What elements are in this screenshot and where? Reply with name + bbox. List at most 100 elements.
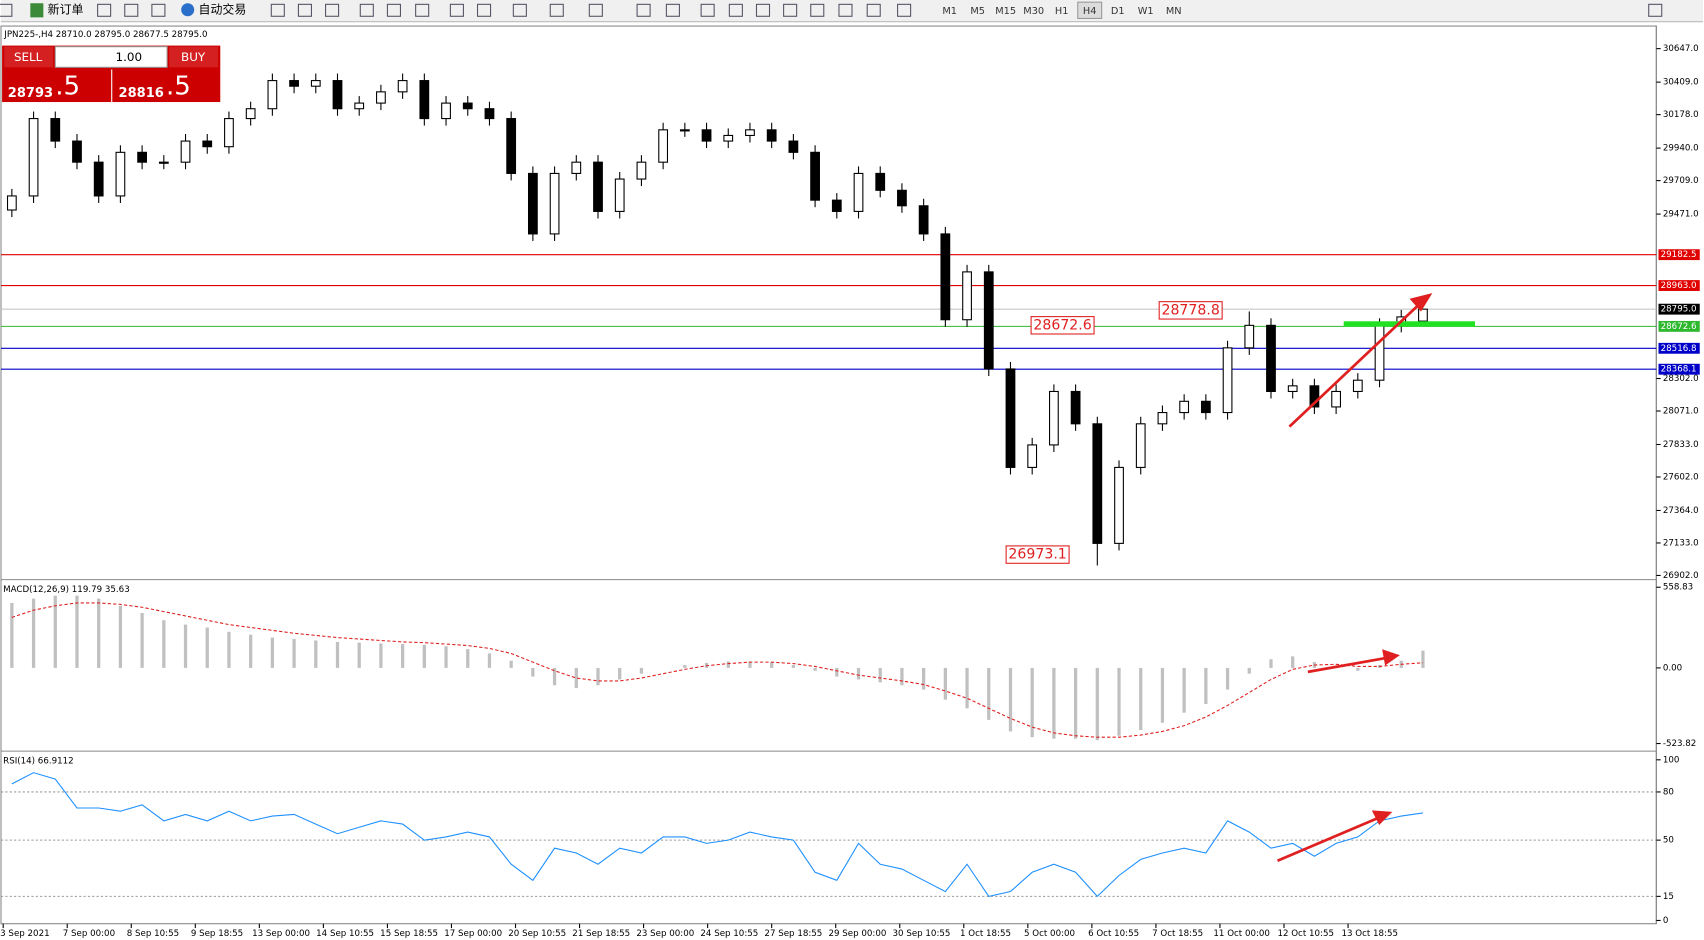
volume-input[interactable] bbox=[54, 46, 168, 68]
new-order-icon[interactable] bbox=[30, 3, 44, 18]
price-tick-label: 26902.0 bbox=[1663, 571, 1699, 581]
macd-bar bbox=[10, 602, 14, 668]
toolbar-icon[interactable] bbox=[810, 3, 825, 17]
toolbar-icon[interactable] bbox=[97, 3, 112, 17]
auto-trading-button[interactable]: 自动交易 bbox=[199, 2, 247, 16]
macd-bar bbox=[357, 642, 361, 668]
toolbar-icon[interactable] bbox=[665, 3, 680, 17]
macd-bar bbox=[487, 653, 492, 668]
timeframe-button[interactable]: M1 bbox=[942, 6, 957, 17]
candle-body bbox=[1179, 400, 1190, 414]
toolbar-icon[interactable] bbox=[270, 3, 285, 17]
toolbar-icon[interactable] bbox=[549, 3, 564, 17]
toolbar-icon[interactable] bbox=[297, 3, 312, 17]
time-label: 7 Sep 00:00 bbox=[63, 929, 115, 939]
sell-button[interactable] bbox=[4, 46, 54, 68]
candle-body bbox=[6, 195, 17, 211]
timeframe-button[interactable]: H1 bbox=[1055, 6, 1069, 17]
ask-tail[interactable]: .5 bbox=[166, 71, 191, 101]
price-tag bbox=[1658, 303, 1700, 315]
candle-body bbox=[224, 118, 234, 148]
bid-price[interactable]: 28793 bbox=[8, 86, 53, 101]
macd-bar bbox=[53, 595, 57, 668]
timeframe-button[interactable]: M15 bbox=[995, 6, 1016, 17]
candle-body bbox=[1374, 324, 1385, 381]
macd-bar bbox=[1421, 650, 1425, 668]
candle-body bbox=[1244, 324, 1255, 349]
toolbar-icon[interactable] bbox=[897, 3, 912, 17]
ask-price[interactable]: 28816 bbox=[119, 86, 164, 101]
bid-tail[interactable]: .5 bbox=[55, 71, 80, 101]
time-label: 11 Oct 00:00 bbox=[1213, 929, 1270, 939]
toolbar-icon[interactable] bbox=[386, 3, 401, 17]
toolbar-icon[interactable] bbox=[325, 3, 340, 17]
toolbar-icon[interactable] bbox=[783, 3, 798, 17]
volume-value[interactable]: 1.00 bbox=[116, 50, 143, 64]
candle-body bbox=[962, 271, 972, 321]
time-label: 3 Sep 2021 bbox=[0, 929, 49, 939]
timeframe-button[interactable]: M30 bbox=[1023, 6, 1044, 17]
toolbar-icon[interactable] bbox=[636, 3, 651, 17]
timeframe-button[interactable]: D1 bbox=[1111, 6, 1125, 17]
toolbar-icon[interactable] bbox=[449, 3, 464, 17]
candle-body bbox=[1418, 308, 1428, 322]
price-tag-label: 29182.5 bbox=[1661, 250, 1697, 260]
price-annotation-box bbox=[1005, 545, 1070, 564]
toolbar-icon[interactable] bbox=[755, 3, 771, 17]
timeframe-button[interactable]: MN bbox=[1166, 6, 1182, 17]
trade-panel: SELL 1.00 BUY 28793 .5 28816 .5 bbox=[2, 45, 221, 103]
timeframe-button[interactable]: H4 bbox=[1083, 6, 1097, 17]
toolbar-icon[interactable] bbox=[588, 3, 603, 17]
buy-button[interactable] bbox=[169, 46, 219, 68]
toolbar-icon[interactable] bbox=[359, 3, 374, 17]
macd-bar bbox=[878, 667, 882, 683]
price-tick-label: 29940.0 bbox=[1663, 144, 1699, 154]
timeframe-bar: M1 M5 M15 M30 H1 H4 D1 W1 MN bbox=[942, 1, 1182, 19]
toolbar-icon[interactable] bbox=[0, 3, 13, 17]
macd-bar bbox=[791, 665, 796, 668]
arrow bbox=[1288, 301, 1422, 428]
toolbar-icon[interactable] bbox=[512, 3, 527, 17]
candle-body bbox=[897, 189, 907, 207]
arrow-head bbox=[1382, 649, 1400, 666]
candle-body bbox=[28, 118, 39, 197]
time-label: 8 Sep 10:55 bbox=[127, 929, 179, 939]
macd-bar bbox=[1182, 667, 1186, 713]
toolbar-icon[interactable] bbox=[728, 3, 743, 17]
macd-bar bbox=[75, 595, 79, 668]
buy-label[interactable]: BUY bbox=[181, 50, 206, 64]
toolbar-icon[interactable] bbox=[1648, 3, 1663, 17]
macd-bar bbox=[292, 639, 296, 668]
candle-body bbox=[723, 134, 734, 142]
candle-body bbox=[376, 91, 386, 104]
time-label: 17 Sep 00:00 bbox=[444, 929, 502, 939]
price-tag-label: 28672.6 bbox=[1661, 322, 1697, 332]
new-order-button[interactable]: 新订单 bbox=[48, 2, 84, 16]
candle-body bbox=[1266, 324, 1276, 393]
toolbar-icon[interactable] bbox=[415, 3, 430, 17]
candle-body bbox=[310, 80, 321, 87]
time-label: 30 Sep 10:55 bbox=[893, 929, 951, 939]
candle-body bbox=[918, 205, 929, 235]
timeframe-button[interactable]: M5 bbox=[970, 6, 985, 17]
toolbar-icon[interactable] bbox=[124, 3, 139, 17]
candle-body bbox=[506, 118, 517, 174]
macd-bar bbox=[1204, 667, 1208, 705]
toolbar-icon[interactable] bbox=[866, 3, 881, 17]
candle-body bbox=[1135, 423, 1146, 468]
toolbar-icon[interactable] bbox=[838, 3, 853, 17]
auto-trading-icon[interactable] bbox=[181, 3, 195, 17]
macd-bar bbox=[922, 667, 926, 690]
toolbar-icon[interactable] bbox=[476, 3, 492, 17]
arrow-head bbox=[1409, 293, 1433, 312]
timeframe-button[interactable]: W1 bbox=[1138, 6, 1154, 17]
toolbar-icon[interactable] bbox=[151, 3, 166, 17]
sell-label[interactable]: SELL bbox=[14, 50, 43, 64]
macd-bar bbox=[1356, 667, 1360, 671]
macd-tick-label: 558.83 bbox=[1663, 583, 1693, 593]
candle-body bbox=[72, 140, 82, 163]
macd-bar bbox=[900, 667, 904, 686]
candle-body bbox=[1070, 390, 1081, 425]
toolbar-icon[interactable] bbox=[700, 3, 715, 17]
candle-body bbox=[679, 129, 690, 132]
